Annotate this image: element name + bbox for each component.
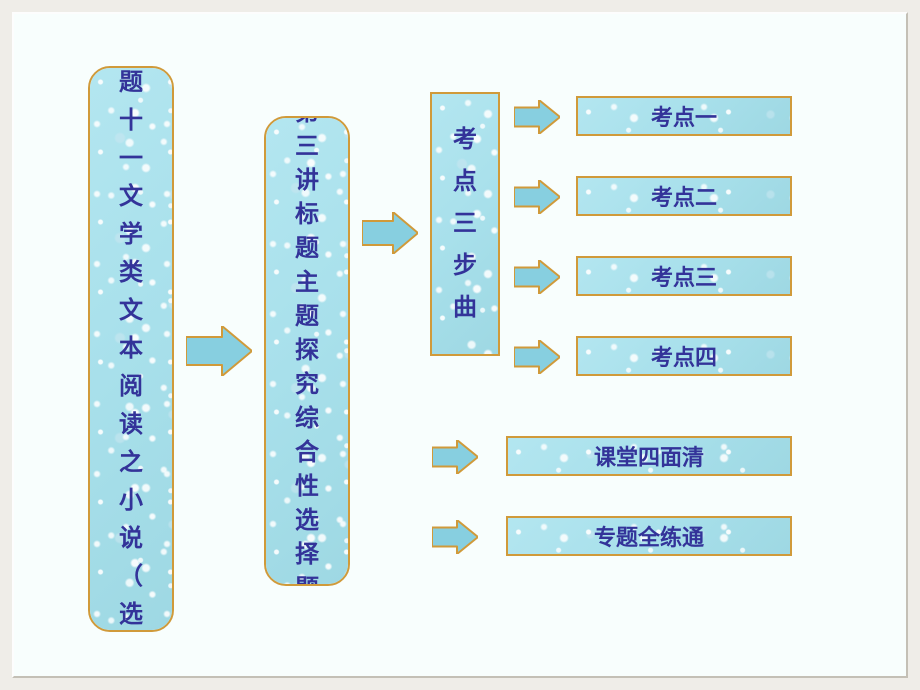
arrow-col2-col3 [362, 212, 418, 254]
node-kp2-text: 考点二 [651, 180, 717, 212]
node-kp3-text: 考点三 [651, 260, 717, 292]
arrow-col2-zlt [432, 520, 478, 554]
node-kp2: 考点二 [576, 176, 792, 216]
node-zlt-text: 专题全练通 [594, 520, 704, 552]
node-zlt: 专题全练通 [506, 516, 792, 556]
arrow-col2-ket [432, 440, 478, 474]
node-col2: 第三讲标题主题探究综合性选择题 [264, 116, 350, 586]
arrow-col3-kp1 [514, 100, 560, 134]
node-kp1-text: 考点一 [651, 100, 717, 132]
arrow-col3-kp2 [514, 180, 560, 214]
node-col1-text: 专题十一文学类文本阅读之小说（选考 [119, 66, 143, 632]
node-col1: 专题十一文学类文本阅读之小说（选考 [88, 66, 174, 632]
node-ket-text: 课堂四面清 [594, 440, 704, 472]
arrow-col3-kp4 [514, 340, 560, 374]
node-kp4-text: 考点四 [651, 340, 717, 372]
node-col2-text: 第三讲标题主题探究综合性选择题 [295, 116, 319, 586]
arrow-col1-col2 [186, 326, 252, 376]
node-col3-text: 考点三步曲 [453, 128, 477, 320]
node-kp1: 考点一 [576, 96, 792, 136]
node-col3: 考点三步曲 [430, 92, 500, 356]
arrow-col3-kp3 [514, 260, 560, 294]
node-kp3: 考点三 [576, 256, 792, 296]
node-kp4: 考点四 [576, 336, 792, 376]
node-ket: 课堂四面清 [506, 436, 792, 476]
